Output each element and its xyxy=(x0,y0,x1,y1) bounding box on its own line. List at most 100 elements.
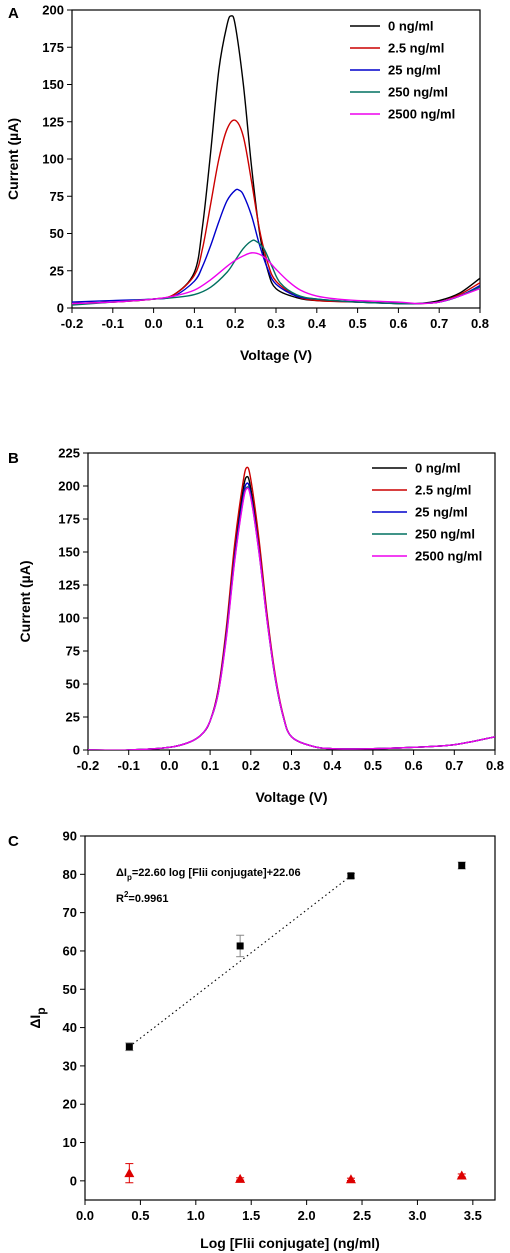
chart-panel-b: B -0.2 -0.1 0.0 0.1 0.2 0.3 0.4 0.5 0.6 0.7 0.8 0 25 5… xyxy=(8,446,504,806)
y-tick-label: 0 xyxy=(57,301,64,316)
data-point-triangle xyxy=(345,1174,356,1184)
legend-label: 0 ng/ml xyxy=(415,461,461,476)
y-tick-label: 0 xyxy=(70,1173,77,1188)
fit-equation-sub: p xyxy=(127,873,132,882)
y-axis-title: ΔIp xyxy=(27,1007,48,1028)
x-tick-label: -0.2 xyxy=(61,316,83,331)
fit-equation: ΔIp=22.60 log [Flii conjugate]+22.06 xyxy=(116,867,301,882)
x-tick-label: 0.3 xyxy=(267,316,285,331)
y-tick-label: 0 xyxy=(73,743,80,758)
x-tick-label: 1.5 xyxy=(242,1208,260,1223)
legend-label: 25 ng/ml xyxy=(388,63,441,78)
y-tick-label: 50 xyxy=(63,982,77,997)
data-point-square xyxy=(458,862,466,870)
x-tick-label: 0.2 xyxy=(226,316,244,331)
y-tick-label: 30 xyxy=(63,1058,77,1073)
r-squared-rest: =0.9961 xyxy=(128,893,168,905)
x-tick-label: -0.1 xyxy=(117,758,139,773)
y-tick-label: 150 xyxy=(58,545,80,560)
y-tick-label: 25 xyxy=(66,710,80,725)
plot-frame xyxy=(84,835,496,1201)
y-tick-label: 80 xyxy=(63,867,77,882)
fit-equation-prefix: ΔI xyxy=(116,867,127,879)
x-tick-label: 0.0 xyxy=(76,1208,94,1223)
y-tick-label: 175 xyxy=(58,512,80,527)
x-tick-label: 0.7 xyxy=(445,758,463,773)
y-tick-label: 20 xyxy=(63,1097,77,1112)
data-point-triangle xyxy=(235,1173,246,1183)
chart-panel-c: C 0.0 0.5 1.0 1.5 2.0 2.5 3.0 3.5 0 10 20 30 40 50 60 70… xyxy=(8,829,496,1251)
y-axis-title: Current (µA) xyxy=(5,118,21,200)
chart-panel-a: A -0.2 -0.1 0.0 0.1 0.2 0.3 0.4 0.5 0.6 0.7 0.8 0 25 5… xyxy=(5,3,489,364)
y-tick-label: 25 xyxy=(50,263,64,278)
y-tick-label: 175 xyxy=(42,40,64,55)
x-tick-label: 0.5 xyxy=(364,758,382,773)
legend: 0 ng/ml 2.5 ng/ml 25 ng/ml 250 ng/ml 2500 ng… xyxy=(372,461,482,564)
panel-label: A xyxy=(8,5,19,22)
y-tick-label: 50 xyxy=(50,226,64,241)
x-tick-label: 2.0 xyxy=(298,1208,316,1223)
y-tick-label: 100 xyxy=(58,611,80,626)
y-tick-label: 100 xyxy=(42,152,64,167)
data-point-square xyxy=(347,872,355,880)
y-axis-title: Current (µA) xyxy=(17,561,33,643)
data-point-square xyxy=(125,1043,133,1051)
legend-label: 2500 ng/ml xyxy=(415,549,482,564)
x-tick-label: 0.2 xyxy=(242,758,260,773)
y-tick-label: 10 xyxy=(63,1135,77,1150)
y-tick-label: 200 xyxy=(58,479,80,494)
x-tick-label: 3.5 xyxy=(464,1208,482,1223)
x-tick-label: 0.7 xyxy=(430,316,448,331)
x-tick-label: 0.0 xyxy=(160,758,178,773)
x-tick-label: 3.0 xyxy=(408,1208,426,1223)
x-tick-label: 0.6 xyxy=(389,316,407,331)
legend-label: 2.5 ng/ml xyxy=(415,483,471,498)
y-axis-title-main: ΔI xyxy=(27,1015,43,1029)
y-tick-label: 40 xyxy=(63,1020,77,1035)
panel-label: C xyxy=(8,833,19,850)
x-tick-label: 2.5 xyxy=(353,1208,371,1223)
fit-line xyxy=(128,875,352,1048)
series-line-4 xyxy=(88,487,495,750)
x-tick-label: 0.5 xyxy=(131,1208,149,1223)
y-tick-label: 60 xyxy=(63,943,77,958)
series-group xyxy=(72,15,480,306)
x-tick-label: 0.4 xyxy=(308,316,327,331)
y-tick-label: 150 xyxy=(42,77,64,92)
legend: 0 ng/ml 2.5 ng/ml 25 ng/ml 250 ng/ml 2500 ng… xyxy=(350,19,455,122)
series-group xyxy=(88,466,495,750)
x-tick-label: 0.1 xyxy=(185,316,203,331)
y-tick-label: 225 xyxy=(58,446,80,461)
r-squared-sup: 2 xyxy=(124,890,129,899)
legend-label: 25 ng/ml xyxy=(415,505,468,520)
y-tick-label: 75 xyxy=(50,189,64,204)
series-line-2 xyxy=(88,482,495,750)
legend-label: 250 ng/ml xyxy=(388,85,448,100)
data-point-triangle xyxy=(124,1168,135,1178)
x-tick-label: 0.1 xyxy=(201,758,219,773)
series-line-4 xyxy=(72,252,480,305)
plot-frame xyxy=(87,452,496,751)
r-squared-prefix: R xyxy=(116,893,124,905)
legend-label: 0 ng/ml xyxy=(388,19,434,34)
data-point-square xyxy=(236,942,244,950)
x-tick-label: 0.5 xyxy=(349,316,367,331)
x-tick-label: 0.0 xyxy=(145,316,163,331)
y-tick-label: 75 xyxy=(66,644,80,659)
r-squared: R2=0.9961 xyxy=(116,890,168,905)
x-tick-label: 0.6 xyxy=(405,758,423,773)
y-tick-label: 125 xyxy=(42,114,64,129)
x-tick-label: 0.4 xyxy=(323,758,342,773)
y-tick-label: 50 xyxy=(66,677,80,692)
legend-label: 2500 ng/ml xyxy=(388,107,455,122)
panel-label: B xyxy=(8,450,19,467)
data-point-triangle xyxy=(456,1170,467,1180)
x-tick-label: 0.8 xyxy=(486,758,504,773)
x-axis-title: Voltage (V) xyxy=(255,789,327,805)
y-axis-title-sub: p xyxy=(34,1007,48,1014)
y-tick-label: 200 xyxy=(42,3,64,18)
x-axis-title: Voltage (V) xyxy=(240,347,312,363)
x-axis-title: Log [Flii conjugate] (ng/ml) xyxy=(200,1235,380,1251)
y-tick-label: 70 xyxy=(63,905,77,920)
